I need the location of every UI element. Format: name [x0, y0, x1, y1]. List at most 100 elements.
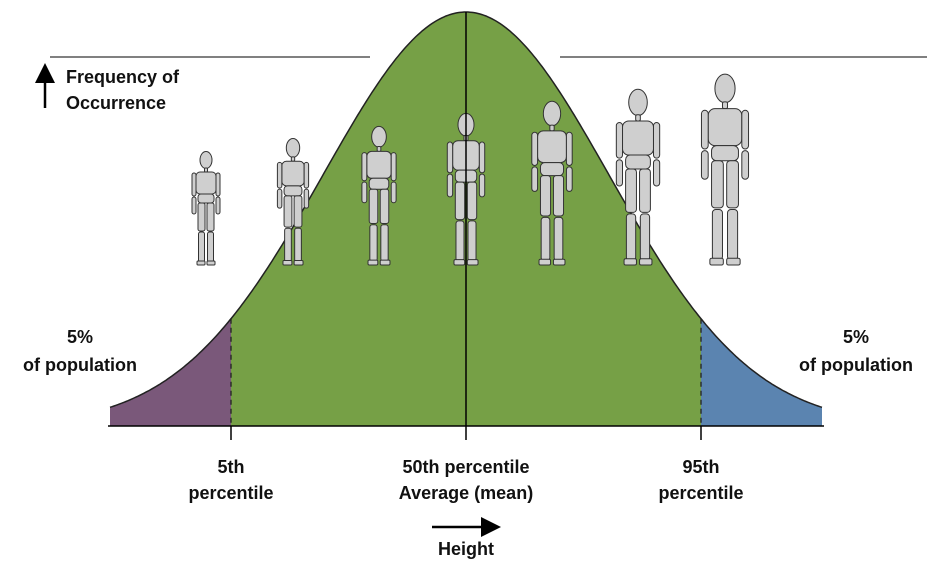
region-label: of population — [799, 355, 913, 375]
mannequin-part — [478, 141, 486, 174]
mannequin — [276, 137, 310, 266]
x-axis-label: Height — [438, 539, 494, 559]
mannequin-part — [368, 177, 390, 190]
mannequin-part — [615, 122, 624, 159]
mannequin-part — [390, 152, 397, 182]
mannequin-part — [368, 188, 379, 224]
mannequin-part — [367, 259, 379, 266]
mannequin-part — [191, 172, 197, 197]
mannequin-part — [454, 181, 466, 221]
mannequin-part — [531, 131, 539, 166]
percentile-label: 95th — [682, 457, 719, 477]
mannequin-part — [196, 260, 206, 266]
mannequin — [531, 100, 573, 266]
percentile-label: percentile — [188, 483, 273, 503]
mannequin-part — [625, 213, 637, 261]
percentile-label: 50th percentile — [402, 457, 529, 477]
mannequin-part — [283, 185, 303, 197]
mannequin-part — [369, 224, 378, 262]
mannequin-part — [537, 130, 567, 164]
mannequin-part — [552, 175, 565, 217]
mannequin-part — [446, 141, 454, 174]
y-axis-label: Occurrence — [66, 93, 166, 113]
mannequin-part — [455, 220, 465, 262]
mannequin-part — [700, 150, 709, 180]
mannequin-part — [478, 173, 486, 198]
mannequin-part — [283, 195, 293, 228]
mannequin-part — [711, 145, 739, 162]
mannequin — [191, 151, 221, 266]
mannequin-part — [565, 166, 573, 192]
mannequin-part — [293, 195, 303, 228]
mannequin-part — [303, 161, 310, 189]
percentile-label: percentile — [658, 483, 743, 503]
mannequin — [615, 88, 661, 266]
mannequin-part — [466, 259, 479, 266]
mannequin-head — [628, 88, 648, 117]
mannequin-part — [531, 166, 539, 192]
mannequin-part — [366, 150, 392, 179]
mannequin-part — [565, 131, 573, 166]
mannequin-part — [615, 159, 624, 187]
mannequin-part — [376, 146, 382, 152]
mannequin-part — [549, 124, 555, 132]
mannequin-part — [622, 120, 654, 156]
mannequin-part — [215, 196, 221, 215]
mannequin-part — [390, 181, 397, 204]
mannequin-part — [361, 152, 368, 182]
mannequin-part — [191, 196, 197, 215]
mannequin-part — [206, 260, 216, 266]
mannequin-head — [285, 137, 301, 158]
mannequin-head — [371, 125, 387, 148]
mannequin-part — [540, 216, 551, 262]
mannequin-part — [552, 258, 566, 266]
mannequin-part — [711, 209, 723, 261]
mannequin-part — [197, 202, 206, 232]
mannequin-part — [446, 173, 454, 198]
mannequin-part — [721, 101, 729, 110]
mannequin-part — [700, 109, 709, 150]
percentile-label: Average (mean) — [399, 483, 533, 503]
mannequin-part — [538, 258, 552, 266]
mannequin-part — [553, 216, 564, 262]
mannequin-part — [204, 167, 208, 173]
mannequin-part — [539, 175, 552, 217]
mannequin-part — [466, 181, 478, 221]
mannequin — [361, 125, 397, 266]
mannequin-head — [199, 151, 213, 169]
mannequin-part — [282, 260, 293, 266]
mannequin-head — [714, 73, 736, 104]
mannequin-part — [215, 172, 221, 197]
mannequin-part — [281, 160, 305, 187]
mannequin-part — [467, 220, 477, 262]
mannequin-part — [741, 150, 750, 180]
mannequin-part — [639, 168, 651, 213]
mannequin-part — [652, 159, 661, 187]
mannequin-part — [303, 188, 310, 209]
mannequin-part — [276, 161, 283, 189]
mannequin-part — [726, 160, 739, 209]
mannequin-part — [625, 154, 651, 170]
mannequin-part — [207, 231, 214, 263]
mannequin-part — [198, 231, 205, 263]
percentile-label: 5th — [218, 457, 245, 477]
mannequin-part — [726, 257, 741, 266]
mannequin-part — [635, 114, 641, 122]
mannequin — [700, 73, 750, 266]
mannequin-part — [293, 260, 304, 266]
mannequin-part — [707, 108, 743, 147]
mannequin-part — [379, 259, 391, 266]
mannequin-part — [711, 160, 724, 209]
region-label: 5% — [67, 327, 93, 347]
mannequin-part — [639, 213, 651, 261]
mannequin-part — [727, 209, 739, 261]
mannequin-part — [625, 168, 637, 213]
mannequin-part — [197, 193, 215, 204]
mannequin-part — [290, 156, 296, 162]
mannequin-part — [623, 258, 637, 266]
mannequin-part — [379, 188, 390, 224]
mannequin-part — [195, 171, 217, 195]
mannequin-part — [206, 202, 215, 232]
mannequin-part — [639, 258, 653, 266]
